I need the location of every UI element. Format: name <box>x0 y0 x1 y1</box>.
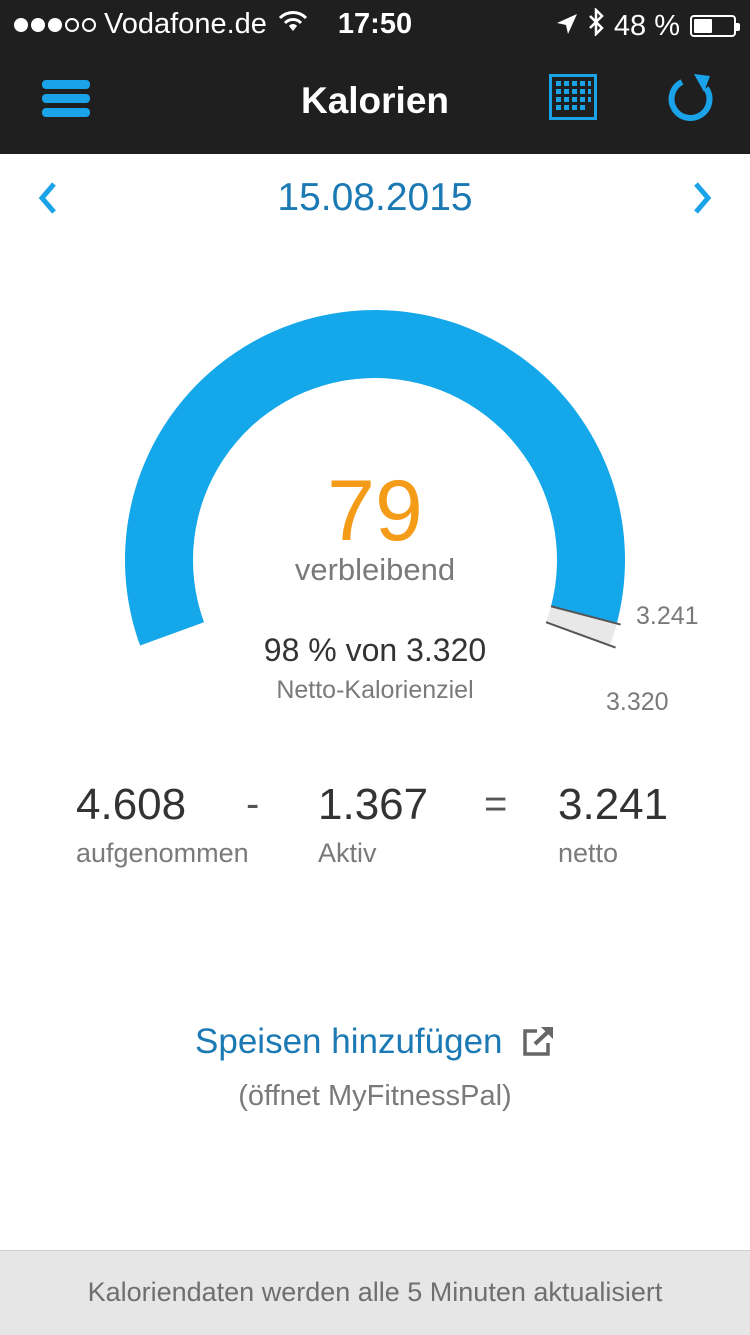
remaining-label: verbleibend <box>294 552 456 587</box>
add-food-row: Speisen hinzufügen <box>0 1022 750 1062</box>
gauge-marker-consumed <box>550 605 621 626</box>
chevron-right-icon[interactable] <box>692 180 714 221</box>
chevron-left-icon[interactable] <box>36 180 58 221</box>
gauge-fill-arc <box>125 310 626 646</box>
gauge-remaining-arc <box>546 606 617 646</box>
battery-icon <box>690 15 740 37</box>
add-food-subtitle: (öffnet MyFitnessPal) <box>238 1080 512 1112</box>
signal-dot <box>14 17 28 32</box>
net-label: netto <box>558 838 619 868</box>
battery-percent: 48 % <box>613 9 680 42</box>
refresh-icon[interactable] <box>664 72 718 131</box>
calendar-icon[interactable] <box>549 74 597 125</box>
nav-bar: Kalorien <box>0 52 750 154</box>
status-bar: Vodafone.de 17:50 48 % <box>0 0 750 52</box>
wifi-icon <box>278 10 308 37</box>
signal-dot <box>65 17 79 32</box>
page-title: Kalorien <box>300 80 450 121</box>
footer-text: Kaloriendaten werden alle 5 Minuten aktu… <box>87 1277 663 1307</box>
status-time: 17:50 <box>337 8 413 40</box>
net-value: 3.241 <box>558 780 669 829</box>
calorie-equation: 4.608 aufgenommen - 1.367 Aktiv = 3.241 … <box>0 780 750 880</box>
active-label: Aktiv <box>318 838 377 868</box>
goal-percent-text: 98 % von 3.320 <box>263 632 487 668</box>
carrier-group: Vodafone.de <box>14 8 267 41</box>
menu-icon[interactable] <box>42 80 90 118</box>
consumed-marker-label: 3.241 <box>636 602 699 630</box>
location-arrow-icon <box>556 10 578 43</box>
taken-label: aufgenommen <box>76 838 249 868</box>
goal-marker-label: 3.320 <box>606 688 669 716</box>
battery-tip <box>736 23 740 31</box>
signal-dot <box>82 17 96 32</box>
equals-operator: = <box>484 782 508 826</box>
signal-dot <box>48 17 62 32</box>
active-value: 1.367 <box>318 780 429 829</box>
footer-bar: Kaloriendaten werden alle 5 Minuten aktu… <box>0 1250 750 1335</box>
taken-value: 4.608 <box>76 780 187 829</box>
gauge-marker-goal <box>545 621 616 649</box>
remaining-calories: 79 <box>327 463 423 559</box>
calorie-gauge <box>125 310 626 649</box>
external-link-icon[interactable] <box>521 1025 555 1062</box>
battery-fill <box>694 19 713 33</box>
date-selector: 15.08.2015 <box>0 154 750 246</box>
status-right: 48 % <box>556 6 740 44</box>
add-food-link[interactable]: Speisen hinzufügen <box>195 1022 503 1061</box>
minus-operator: - <box>246 782 260 826</box>
date-label[interactable]: 15.08.2015 <box>277 176 473 219</box>
bluetooth-icon <box>588 6 604 44</box>
signal-dots-icon <box>14 17 96 32</box>
goal-label: Netto-Kalorienziel <box>276 676 474 704</box>
carrier-name: Vodafone.de <box>104 8 267 40</box>
signal-dot <box>31 17 45 32</box>
